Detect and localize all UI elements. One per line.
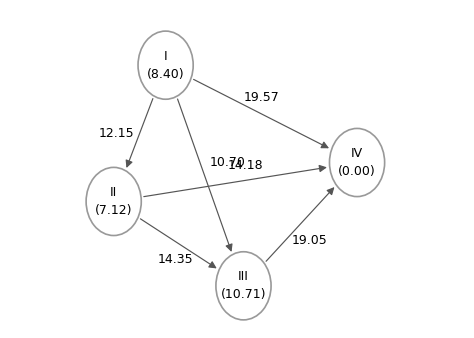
Text: 14.18: 14.18	[228, 159, 263, 172]
Text: 12.15: 12.15	[99, 127, 135, 140]
Text: III
(10.71): III (10.71)	[221, 270, 266, 301]
Ellipse shape	[138, 31, 193, 99]
Ellipse shape	[216, 252, 271, 320]
Text: 19.05: 19.05	[292, 234, 328, 247]
Text: I
(8.40): I (8.40)	[147, 50, 184, 81]
Text: II
(7.12): II (7.12)	[95, 186, 132, 217]
Text: 10.70: 10.70	[210, 156, 245, 169]
Text: 19.57: 19.57	[244, 91, 279, 104]
Text: IV
(0.00): IV (0.00)	[338, 147, 376, 178]
Ellipse shape	[86, 167, 141, 236]
Text: 14.35: 14.35	[157, 254, 193, 266]
Ellipse shape	[329, 128, 384, 197]
